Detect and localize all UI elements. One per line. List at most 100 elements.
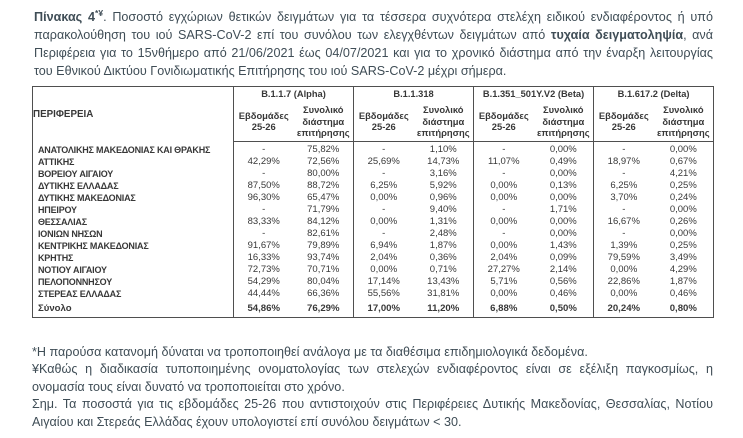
value-cell: 0,56% [549, 276, 577, 287]
value-cell: - [593, 204, 654, 216]
table-row: ΘΕΣΣΑΛΙΑΣ 83,33% 84,12% 0,00% 1,31% 0,00% 0,00… [33, 216, 714, 228]
total-value-cell: 76,29% [306, 302, 340, 314]
value-cell: 0,00% [549, 216, 577, 227]
region-cell: ΝΟΤΙΟΥ ΑΙΓΑΙΟΥ [38, 265, 107, 275]
value-cell: 6,25% [593, 180, 654, 192]
value-cell: 14,73% [427, 156, 460, 167]
total-row: Σύνολο 54,86% 76,29% 17,00% 11,20% 6,88% 0,50… [33, 300, 714, 317]
value-cell: 42,29% [233, 156, 294, 168]
value-cell: 55,56% [353, 288, 414, 300]
value-cell: 9,40% [429, 204, 457, 215]
value-cell: 3,70% [593, 192, 654, 204]
value-cell: 0,00% [353, 264, 414, 276]
value-cell: 0,00% [353, 216, 414, 228]
page-title: Πίνακας 4*¥. Ποσοστό εγχώριων θετικών δε… [34, 8, 713, 80]
value-cell: 0,00% [549, 168, 577, 179]
total-value-cell: 17,00% [353, 300, 414, 317]
value-cell: 0,96% [429, 192, 457, 203]
region-cell: ΠΕΛΟΠΟΝΝΗΣΟΥ [38, 277, 113, 287]
value-cell: - [353, 141, 414, 156]
region-cell: ΔΥΤΙΚΗΣ ΜΑΚΕΔΟΝΙΑΣ [38, 193, 136, 203]
title-text-main: . Ποσοστό εγχώριων θετικών δειγμάτων για… [34, 10, 713, 42]
value-cell: 80,04% [307, 276, 340, 287]
value-cell: 16,67% [593, 216, 654, 228]
value-cell: 25,69% [353, 156, 414, 168]
total-value-cell: 6,88% [473, 300, 534, 317]
value-cell: 75,82% [307, 144, 340, 155]
value-cell: 0,09% [549, 252, 577, 263]
value-cell: - [353, 168, 414, 180]
footnote-marker-superscript: *¥ [95, 7, 104, 18]
region-cell: ΗΠΕΙΡΟΥ [38, 205, 77, 215]
footnotes-block: *Η παρούσα κατανομή δύναται να τροποποιη… [32, 344, 713, 432]
value-cell: 11,07% [473, 156, 534, 168]
value-cell: - [473, 204, 534, 216]
variant-group-header-delta: B.1.617.2 (Delta) [593, 86, 714, 102]
value-cell: 0,00% [473, 288, 534, 300]
value-cell: 16,33% [233, 252, 294, 264]
region-column-header: ΠΕΡΙΦΕΡΕΙΑ [33, 108, 94, 120]
table-header: ΠΕΡΙΦΕΡΕΙΑ B.1.1.7 (Alpha) B.1.1.318 B.1… [33, 86, 714, 142]
subheader-total: Συνολικό διάστημα επιτήρησης [653, 101, 714, 142]
group-header-row: ΠΕΡΙΦΕΡΕΙΑ B.1.1.7 (Alpha) B.1.1.318 B.1… [33, 86, 714, 120]
value-cell: 66,36% [307, 288, 340, 299]
value-cell: 0,00% [473, 240, 534, 252]
value-cell: 2,14% [549, 264, 577, 275]
footnote-note: Σημ. Τα ποσοστά για τις εβδομάδες 25-26 … [32, 397, 713, 429]
value-cell: 0,24% [669, 192, 697, 203]
subheader-total: Συνολικό διάστημα επιτήρησης [293, 101, 354, 142]
value-cell: 70,71% [307, 264, 340, 275]
region-cell: ΒΟΡΕΙΟΥ ΑΙΓΑΙΟΥ [38, 169, 114, 179]
value-cell: 65,47% [307, 192, 340, 203]
value-cell: 31,81% [427, 288, 460, 299]
total-value-cell: 0,50% [549, 302, 577, 314]
value-cell: 54,29% [233, 276, 294, 288]
table-row: ΗΠΕΙΡΟΥ - 71,79% - 9,40% - 1,71% - 0,00% [33, 204, 714, 216]
table-row: ΑΤΤΙΚΗΣ 42,29% 72,56% 25,69% 14,73% 11,07% 0,4… [33, 156, 714, 168]
table-footer: Σύνολο 54,86% 76,29% 17,00% 11,20% 6,88% 0,50… [33, 300, 714, 317]
value-cell: 44,44% [233, 288, 294, 300]
title-bold-phrase: τυχαία δειγματοληψία [550, 28, 684, 42]
value-cell: 87,50% [233, 180, 294, 192]
value-cell: 79,59% [593, 252, 654, 264]
value-cell: 84,12% [307, 216, 340, 227]
value-cell: 0,00% [669, 204, 697, 215]
value-cell: 0,00% [549, 228, 577, 239]
value-cell: 3,16% [429, 168, 457, 179]
value-cell: - [473, 141, 534, 156]
subheader-weeks: Εβδομάδες 25-26 [473, 101, 534, 142]
value-cell: 5,71% [473, 276, 534, 288]
table-row: ΣΤΕΡΕΑΣ ΕΛΛΑΔΑΣ 44,44% 66,36% 55,56% 31,81% 0… [33, 288, 714, 300]
value-cell: 2,48% [429, 228, 457, 239]
value-cell: 27,27% [473, 264, 534, 276]
value-cell: 0,46% [669, 288, 697, 299]
total-value-cell: 54,86% [233, 300, 294, 317]
total-value-cell: 0,80% [669, 302, 697, 314]
value-cell: 93,74% [307, 252, 340, 263]
value-cell: 0,00% [669, 144, 697, 155]
subheader-weeks: Εβδομάδες 25-26 [233, 101, 294, 142]
value-cell: 2,04% [353, 252, 414, 264]
variant-group-header-beta: B.1.351_501Y.V2 (Beta) [473, 86, 594, 102]
value-cell: 3,49% [669, 252, 697, 263]
value-cell: 0,00% [593, 288, 654, 300]
value-cell: 0,13% [549, 180, 577, 191]
value-cell: 0,00% [549, 192, 577, 203]
region-cell: ΚΕΝΤΡΙΚΗΣ ΜΑΚΕΔΟΝΙΑΣ [38, 241, 149, 251]
value-cell: - [233, 204, 294, 216]
value-cell: 6,94% [353, 240, 414, 252]
footnote-asterisk: *Η παρούσα κατανομή δύναται να τροποποιη… [32, 344, 588, 359]
value-cell: 18,97% [593, 156, 654, 168]
value-cell: 1,71% [549, 204, 577, 215]
region-cell: ΚΡΗΤΗΣ [38, 253, 74, 263]
subheader-total: Συνολικό διάστημα επιτήρησης [533, 101, 594, 142]
value-cell: - [233, 168, 294, 180]
value-cell: 0,49% [549, 156, 577, 167]
variants-by-region-table: ΠΕΡΙΦΕΡΕΙΑ B.1.1.7 (Alpha) B.1.1.318 B.1… [32, 86, 715, 318]
value-cell: - [473, 168, 534, 180]
value-cell: 72,56% [307, 156, 340, 167]
value-cell: 83,33% [233, 216, 294, 228]
table-row: ΚΕΝΤΡΙΚΗΣ ΜΑΚΕΔΟΝΙΑΣ 91,67% 79,89% 6,94% 1,8… [33, 240, 714, 252]
value-cell: 80,00% [307, 168, 340, 179]
region-cell: ΣΤΕΡΕΑΣ ΕΛΛΑΔΑΣ [38, 289, 122, 299]
